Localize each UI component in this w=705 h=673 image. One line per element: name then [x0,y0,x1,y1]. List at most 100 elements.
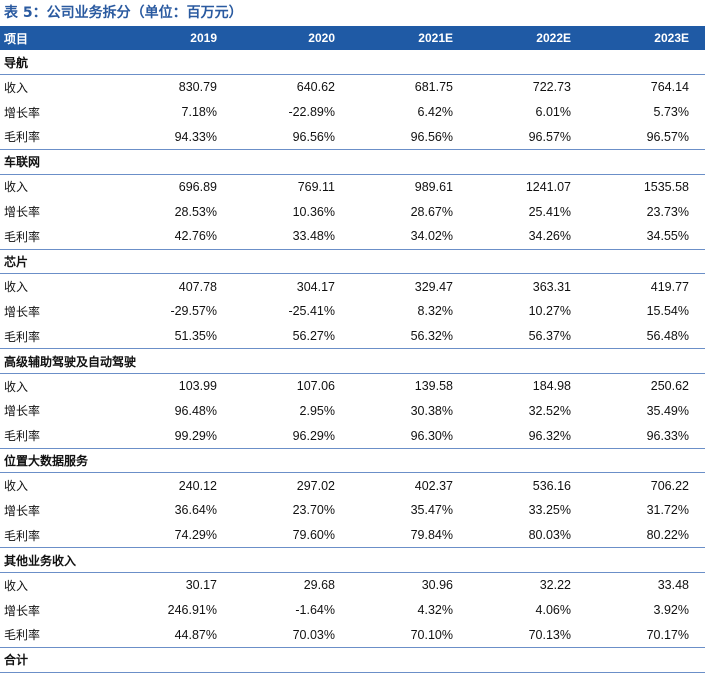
value-cell: 246.91% [167,603,217,618]
section-title: 合计 [0,647,705,673]
header-item: 项目 [4,31,29,46]
value-cell: 139.58 [414,379,453,394]
table-row: 增长率 96.48% 2.95% 30.38% 32.52% 35.49% [0,398,705,423]
section-title: 位置大数据服务 [0,448,705,474]
value-cell: -25.41% [288,304,335,319]
value-cell: 96.56% [233,124,351,151]
value-cell: 34.26% [469,224,587,250]
header-2021e: 2021E [418,31,453,45]
value-cell: 363.31 [532,279,571,294]
value-cell: 96.57% [469,124,587,151]
table-row: 收入 696.89 769.11 989.61 1241.07 1535.58 [0,174,705,199]
row-label: 增长率 [4,205,41,220]
value-cell: 56.48% [587,323,705,350]
value-cell: 70.10% [351,622,469,649]
section-row: 高级辅助驾驶及自动驾驶 [0,348,705,374]
value-cell: 34.02% [351,224,469,250]
table-row: 增长率 246.91% -1.64% 4.32% 4.06% 3.92% [0,598,705,623]
value-cell: 297.02 [296,478,335,493]
section-title: 芯片 [0,249,705,275]
value-cell: 696.89 [178,179,217,194]
header-2022e: 2022E [536,31,571,45]
value-cell: 23.70% [292,503,335,518]
section-row: 车联网 [0,149,705,175]
section-title: 车联网 [0,149,705,175]
section-row: 芯片 [0,249,705,275]
value-cell: 1241.07 [525,179,571,194]
value-cell: 681.75 [414,80,453,95]
row-label: 增长率 [4,304,41,319]
value-cell: 184.98 [532,379,571,394]
value-cell: 240.12 [178,478,217,493]
row-label: 毛利率 [0,622,115,649]
value-cell: 96.29% [233,423,351,449]
table-row: 毛利率 99.29% 96.29% 96.30% 96.32% 96.33% [0,423,705,449]
header-2020: 2020 [308,31,335,45]
value-cell: 33.25% [528,503,571,518]
value-cell: 29.68 [303,578,335,593]
table-row: 毛利率 42.76% 33.48% 34.02% 34.26% 34.55% [0,224,705,250]
section-row: 其他业务收入 [0,547,705,574]
value-cell: 34.55% [587,224,705,250]
value-cell: 56.32% [351,323,469,350]
value-cell: 56.27% [233,323,351,350]
value-cell: 419.77 [650,279,689,294]
table-row: 增长率 28.53% 10.36% 28.67% 25.41% 23.73% [0,199,705,224]
business-split-table: 项目 2019 2020 2021E 2022E 2023E 导航 收入 830.7… [0,26,705,673]
value-cell: 44.87% [115,622,233,649]
value-cell: 70.03% [233,622,351,649]
section-row: 位置大数据服务 [0,448,705,474]
table-body: 导航 收入 830.79 640.62 681.75 722.73 764.14 增长率 7.1… [0,50,705,673]
section-title: 高级辅助驾驶及自动驾驶 [0,348,705,374]
value-cell: 32.52% [528,403,571,418]
value-cell: 103.99 [178,379,217,394]
row-label: 毛利率 [0,522,115,549]
table-title: 表 5：公司业务拆分（单位：百万元） [4,5,243,21]
row-label: 毛利率 [0,124,115,151]
value-cell: 96.56% [351,124,469,151]
value-cell: 2.95% [299,403,335,418]
value-cell: 42.76% [115,224,233,250]
value-cell: 56.37% [469,323,587,350]
table-row: 收入 240.12 297.02 402.37 536.16 706.22 [0,473,705,498]
value-cell: 35.47% [410,503,453,518]
value-cell: 4.32% [417,603,453,618]
value-cell: 30.96 [421,578,453,593]
value-cell: 769.11 [297,179,335,194]
value-cell: 989.61 [414,179,453,194]
value-cell: 33.48 [657,578,689,593]
table-row: 毛利率 44.87% 70.03% 70.10% 70.13% 70.17% [0,622,705,649]
table-row: 增长率 36.64% 23.70% 35.47% 33.25% 31.72% [0,498,705,523]
value-cell: 6.01% [535,105,571,120]
value-cell: 36.64% [174,503,217,518]
section-row: 合计 [0,647,705,673]
row-label: 收入 [4,578,29,593]
value-cell: 51.35% [115,323,233,350]
row-label: 毛利率 [0,423,115,449]
value-cell: 830.79 [178,80,217,95]
table-header-row: 项目 2019 2020 2021E 2022E 2023E [0,26,705,50]
value-cell: 4.06% [535,603,571,618]
value-cell: 107.06 [296,379,335,394]
value-cell: 28.67% [410,204,453,219]
table-row: 增长率 -29.57% -25.41% 8.32% 10.27% 15.54% [0,299,705,324]
table-row: 收入 30.17 29.68 30.96 32.22 33.48 [0,573,705,598]
value-cell: -1.64% [295,603,335,618]
header-2019: 2019 [190,31,217,45]
value-cell: 96.48% [174,403,217,418]
row-label: 毛利率 [0,224,115,250]
header-2023e: 2023E [654,31,689,45]
value-cell: 30.17 [185,578,217,593]
table-row: 毛利率 51.35% 56.27% 56.32% 56.37% 56.48% [0,323,705,350]
value-cell: 96.57% [587,124,705,151]
value-cell: -29.57% [170,304,217,319]
value-cell: 32.22 [539,578,571,593]
value-cell: 722.73 [532,80,571,95]
row-label: 增长率 [4,603,41,618]
value-cell: 31.72% [646,503,689,518]
table-row: 增长率 7.18% -22.89% 6.42% 6.01% 5.73% [0,100,705,125]
value-cell: 15.54% [646,304,689,319]
row-label: 收入 [4,379,29,394]
value-cell: 23.73% [646,204,689,219]
row-label: 毛利率 [0,323,115,350]
